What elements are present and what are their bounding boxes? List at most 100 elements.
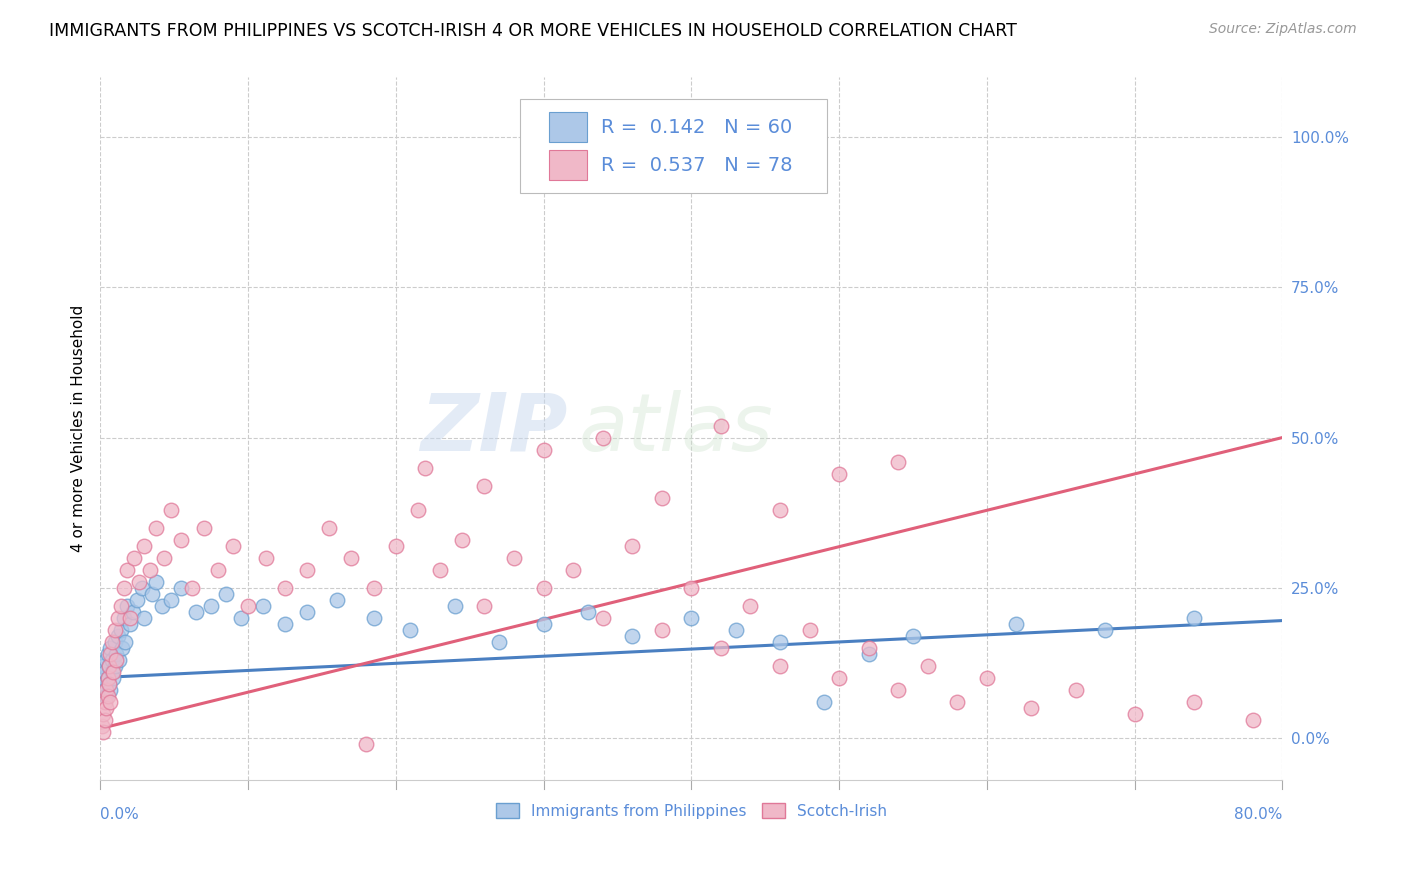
Point <box>105 652 128 666</box>
Point <box>813 695 835 709</box>
Point <box>325 592 347 607</box>
Point <box>118 610 141 624</box>
Point <box>98 658 121 673</box>
Point <box>200 599 222 613</box>
Point <box>94 652 117 666</box>
Point <box>533 581 555 595</box>
Point <box>93 713 115 727</box>
Text: IMMIGRANTS FROM PHILIPPINES VS SCOTCH-IRISH 4 OR MORE VEHICLES IN HOUSEHOLD CORR: IMMIGRANTS FROM PHILIPPINES VS SCOTCH-IR… <box>49 22 1017 40</box>
Point <box>533 442 555 457</box>
Point <box>111 640 134 655</box>
Point <box>1064 682 1087 697</box>
Point <box>107 610 129 624</box>
Point <box>121 605 143 619</box>
Point <box>101 665 124 679</box>
Point <box>152 550 174 565</box>
Point <box>799 623 821 637</box>
Point <box>160 502 183 516</box>
Point <box>118 616 141 631</box>
Point <box>160 592 183 607</box>
Point <box>93 682 115 697</box>
Text: ZIP: ZIP <box>420 390 567 467</box>
Text: atlas: atlas <box>579 390 773 467</box>
Point <box>114 634 136 648</box>
Point <box>384 539 406 553</box>
Point <box>91 658 114 673</box>
Legend: Immigrants from Philippines, Scotch-Irish: Immigrants from Philippines, Scotch-Iris… <box>489 797 893 824</box>
Point <box>592 430 614 444</box>
Point <box>115 563 138 577</box>
Point <box>274 581 297 595</box>
Point <box>651 623 673 637</box>
Point <box>858 640 880 655</box>
Point <box>828 467 851 481</box>
Point <box>105 647 128 661</box>
Point <box>91 676 114 690</box>
Point <box>145 520 167 534</box>
Point <box>100 647 122 661</box>
Text: Source: ZipAtlas.com: Source: ZipAtlas.com <box>1209 22 1357 37</box>
Point <box>724 623 747 637</box>
Point <box>769 634 792 648</box>
Text: R =  0.142   N = 60: R = 0.142 N = 60 <box>602 118 793 136</box>
Point <box>429 563 451 577</box>
Point <box>134 539 156 553</box>
Point <box>318 520 340 534</box>
Point <box>681 581 703 595</box>
Point <box>134 610 156 624</box>
Point <box>186 605 208 619</box>
Point <box>229 610 252 624</box>
Point <box>562 563 585 577</box>
Point <box>901 629 924 643</box>
Point <box>100 695 122 709</box>
Point <box>170 533 193 547</box>
Point <box>1123 706 1146 721</box>
Point <box>710 418 733 433</box>
Point <box>98 658 121 673</box>
Point <box>170 581 193 595</box>
Point <box>100 640 122 655</box>
Point <box>122 550 145 565</box>
Point <box>94 689 117 703</box>
Point <box>150 599 173 613</box>
Bar <box>550 112 588 142</box>
Point <box>96 647 118 661</box>
Point <box>858 647 880 661</box>
Point <box>215 586 238 600</box>
Point <box>96 671 118 685</box>
Point <box>976 671 998 685</box>
Point <box>104 623 127 637</box>
Text: R =  0.537   N = 78: R = 0.537 N = 78 <box>602 155 793 175</box>
Point <box>406 502 429 516</box>
Point <box>592 610 614 624</box>
Y-axis label: 4 or more Vehicles in Household: 4 or more Vehicles in Household <box>72 305 86 552</box>
Point <box>295 563 318 577</box>
Point <box>354 737 377 751</box>
Point <box>946 695 969 709</box>
Point <box>474 599 496 613</box>
Point <box>98 676 121 690</box>
Point <box>887 454 910 468</box>
Point <box>488 634 510 648</box>
Point <box>93 665 115 679</box>
Point <box>252 599 274 613</box>
Point <box>1241 713 1264 727</box>
Point <box>1182 610 1205 624</box>
Point <box>94 700 117 714</box>
Point <box>108 652 131 666</box>
Point <box>103 671 125 685</box>
Point <box>474 478 496 492</box>
Point <box>101 652 124 666</box>
Point <box>91 724 114 739</box>
Point <box>141 586 163 600</box>
Point <box>103 665 125 679</box>
Point <box>451 533 474 547</box>
Point <box>295 605 318 619</box>
Point <box>254 550 277 565</box>
Point <box>887 682 910 697</box>
Bar <box>550 151 588 180</box>
Point <box>90 718 112 732</box>
Point <box>222 539 245 553</box>
Point <box>1182 695 1205 709</box>
Point <box>651 491 673 505</box>
